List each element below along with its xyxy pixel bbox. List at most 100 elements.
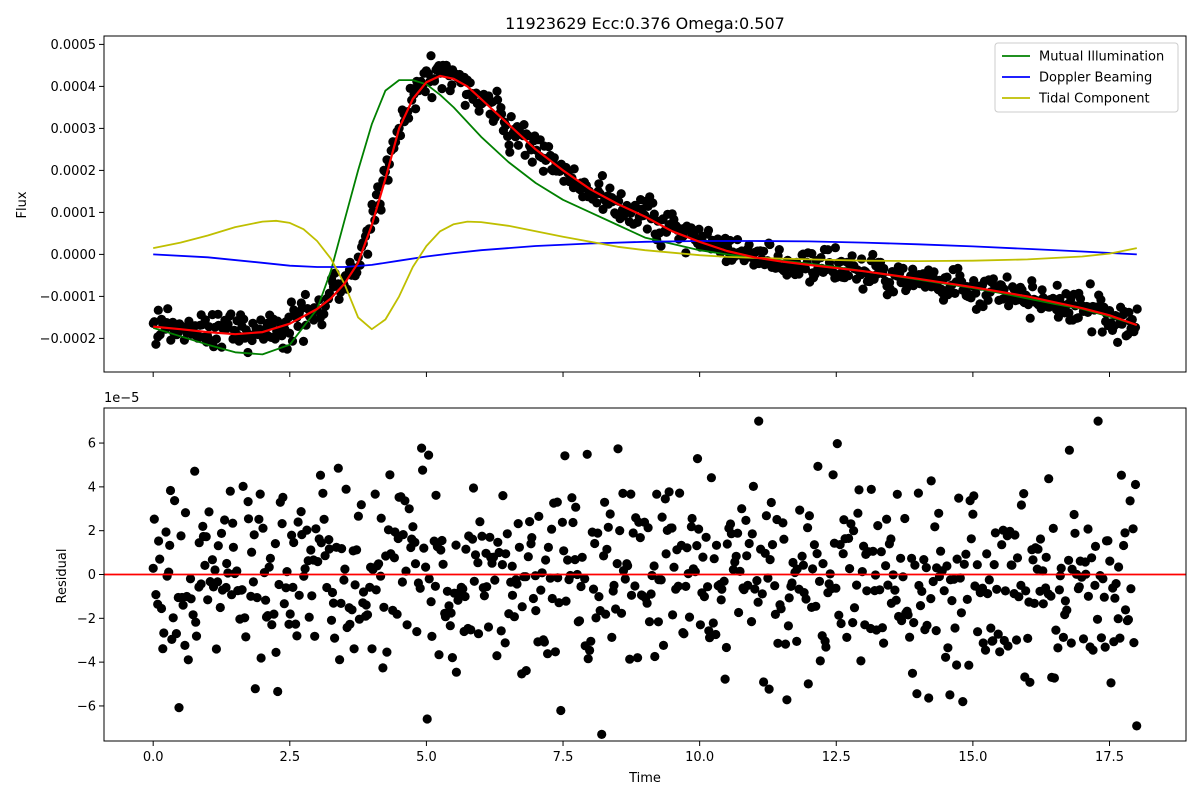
residual-data-point (149, 514, 159, 524)
residual-data-point (408, 522, 418, 532)
residual-data-point (1078, 634, 1089, 644)
flux-data-point (284, 312, 294, 322)
flux-data-point (1025, 313, 1035, 323)
residual-data-point (747, 529, 757, 539)
flux-data-point (151, 339, 161, 349)
flux-data-point (317, 320, 327, 330)
residual-data-point (168, 613, 178, 623)
residual-data-point (898, 572, 908, 582)
residual-data-point (779, 534, 789, 544)
flux-data-point (506, 112, 516, 122)
flux-data-point (988, 274, 999, 284)
residual-data-point (984, 575, 994, 585)
residual-y-tick-label: 6 (88, 437, 96, 452)
residual-data-point (165, 540, 175, 551)
residual-data-point (1003, 641, 1013, 651)
residual-data-point (765, 555, 775, 565)
flux-data-point (616, 189, 626, 199)
residual-data-point (279, 599, 289, 609)
flux-data-point (1113, 337, 1123, 347)
flux-data-point (149, 317, 159, 327)
residual-x-tick-label: 12.5 (822, 750, 851, 765)
residual-data-point (470, 550, 481, 560)
residual-data-point (490, 575, 500, 585)
residual-data-point (156, 603, 167, 614)
residual-data-point (615, 526, 625, 536)
residual-data-point (180, 640, 190, 651)
residual-data-point (897, 616, 907, 626)
residual-data-point (1070, 528, 1080, 538)
residual-data-point (792, 636, 802, 647)
residual-data-point (656, 575, 666, 585)
flux-x-ticks (152, 372, 1110, 377)
residual-data-point (909, 618, 919, 628)
residual-data-point (221, 582, 231, 593)
residual-data-point (708, 618, 718, 628)
residual-data-point (750, 584, 760, 594)
residual-data-point (285, 609, 295, 619)
residual-data-point (238, 481, 248, 491)
residual-data-point (1016, 500, 1026, 510)
residual-data-point (385, 470, 395, 480)
residual-data-point (959, 559, 969, 569)
residual-data-point (744, 538, 754, 549)
residual-data-point (1098, 574, 1108, 584)
residual-data-point (926, 594, 936, 604)
residual-data-point (1055, 571, 1065, 581)
residual-data-point (258, 523, 268, 533)
residual-data-point (225, 486, 235, 496)
residual-data-point (1060, 596, 1070, 606)
residual-data-point (856, 656, 866, 666)
residual-data-point (340, 564, 350, 574)
flux-data-point (703, 225, 714, 235)
flux-data-point (649, 209, 659, 219)
residual-data-point (647, 570, 657, 581)
residual-data-point (831, 583, 841, 593)
residual-data-point (1129, 638, 1139, 648)
residual-data-point (741, 515, 751, 526)
residual-data-point (931, 626, 941, 636)
residual-data-point (873, 521, 883, 531)
residual-data-point (711, 540, 722, 550)
residual-data-point (336, 598, 346, 609)
flux-data-point (597, 171, 608, 181)
flux-data-point (520, 150, 530, 160)
residual-data-point (402, 620, 412, 630)
residual-data-point (1028, 555, 1038, 565)
residual-data-point (956, 608, 967, 618)
flux-data-point (474, 106, 484, 116)
residual-data-point (475, 517, 485, 527)
residual-data-point (550, 647, 561, 657)
residual-data-point (1041, 552, 1051, 562)
residual-data-point (601, 609, 611, 619)
residual-data-point (924, 693, 934, 703)
flux-data-point (293, 321, 303, 331)
residual-data-point (1120, 605, 1131, 615)
residual-data-point (969, 491, 979, 501)
residual-data-point (613, 444, 623, 454)
flux-data-point (460, 100, 470, 110)
residual-data-point (311, 524, 321, 534)
flux-data-point (371, 190, 381, 200)
residual-data-point (284, 619, 294, 629)
flux-data-point (694, 224, 704, 234)
residual-data-point (862, 586, 872, 596)
residual-x-tick-label: 17.5 (1095, 750, 1124, 765)
residual-data-point (356, 500, 366, 510)
residual-data-point (316, 538, 326, 548)
residual-data-point (1051, 625, 1061, 635)
residual-data-point (176, 531, 186, 541)
residual-data-point (721, 642, 732, 653)
residual-data-point (787, 578, 797, 588)
residual-data-point (1105, 556, 1115, 566)
residual-data-point (171, 629, 181, 639)
flux-data-point (1002, 272, 1012, 282)
residual-data-point (704, 626, 714, 636)
residual-y-offset-label: 1e−5 (104, 391, 139, 406)
residual-data-point (1115, 633, 1125, 643)
residual-data-point (921, 563, 931, 573)
residual-data-point (737, 504, 747, 514)
residual-data-point (382, 647, 392, 657)
residual-data-point (910, 560, 920, 570)
residual-data-point (335, 655, 345, 665)
